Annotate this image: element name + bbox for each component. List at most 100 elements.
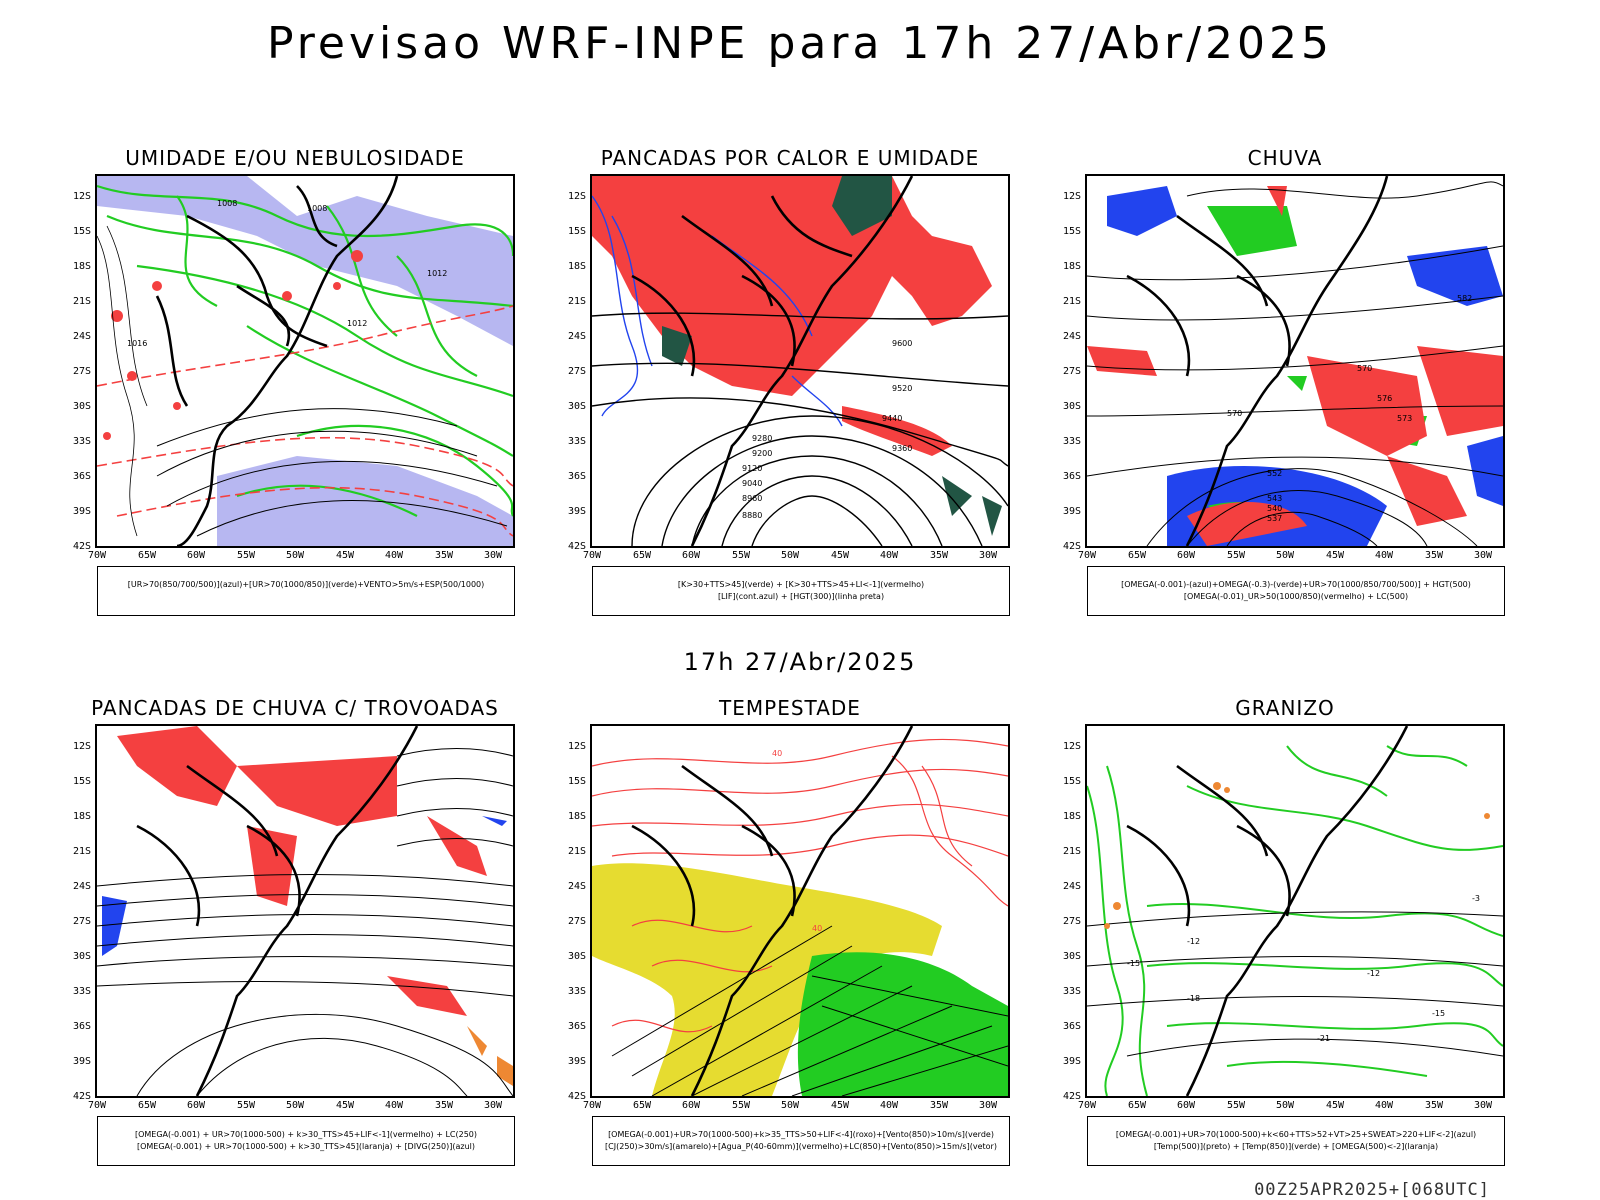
svg-text:9120: 9120 <box>742 464 762 473</box>
svg-text:576: 576 <box>1377 394 1392 403</box>
green-wind-area <box>797 952 1008 1096</box>
svg-text:9280: 9280 <box>752 434 772 443</box>
continent-outline <box>136 726 419 1096</box>
legend-line: [OMEGA(-0.001)+UR>70(1000-500)+k<60+TTS>… <box>1115 1130 1477 1139</box>
legend-box: [UR>70(850/700/500)](azul)+[UR>70(1000/8… <box>97 566 515 616</box>
water-labels: 40 40 <box>772 749 822 933</box>
panel-title: PANCADAS POR CALOR E UMIDADE <box>600 146 980 170</box>
legend-line: [OMEGA(-0.001)-(azul)+OMEGA(-0.3)-(verde… <box>1121 580 1471 589</box>
svg-text:1008: 1008 <box>217 199 237 208</box>
map-canvas: 40 40 <box>592 726 1008 1096</box>
panel-umidade: UMIDADE E/OU NEBULOSIDADE <box>55 146 535 616</box>
svg-text:-15: -15 <box>1432 1009 1445 1018</box>
panel-pancadas-calor: PANCADAS POR CALOR E UMIDADE <box>550 146 1030 616</box>
legend-line: [UR>70(850/700/500)](azul)+[UR>70(1000/8… <box>127 580 485 589</box>
legend-line: [OMEGA(-0.001) + UR>70(1000-500) + k>30_… <box>134 1130 478 1139</box>
temp-labels: -12 -15 -18 -21 -15 -12 -3 <box>1127 894 1480 1043</box>
panel-granizo: GRANIZO <box>1045 696 1525 1166</box>
panel-tempestade: TEMPESTADE <box>550 696 1030 1166</box>
orange-area <box>467 1026 513 1086</box>
legend-line: [Temp(500)](preto) + [Temp(850)](verde) … <box>1153 1142 1439 1151</box>
svg-text:1012: 1012 <box>347 319 367 328</box>
map-granizo: -12 -15 -18 -21 -15 -12 -3 <box>1085 724 1505 1098</box>
svg-text:-21: -21 <box>1317 1034 1330 1043</box>
map-canvas: -12 -15 -18 -21 -15 -12 -3 <box>1087 726 1503 1096</box>
legend-line: [OMEGA(-0.01)_UR>50(1000/850)(vermelho) … <box>1183 592 1409 601</box>
svg-text:573: 573 <box>1397 414 1412 423</box>
map-canvas: 1008 1008 1012 1012 1016 <box>97 176 513 546</box>
svg-text:40: 40 <box>772 749 782 758</box>
orange-omega <box>1104 782 1490 929</box>
legend-box: [OMEGA(-0.001) + UR>70(1000-500) + k>30_… <box>97 1116 515 1166</box>
map-umidade: 1008 1008 1012 1012 1016 <box>95 174 515 548</box>
svg-text:-3: -3 <box>1472 894 1480 903</box>
temp500-contours <box>1087 911 1503 1057</box>
svg-text:9360: 9360 <box>892 444 912 453</box>
legend-box: [OMEGA(-0.001)+UR>70(1000-500)+k>35_TTS>… <box>592 1116 1010 1166</box>
svg-text:1012: 1012 <box>427 269 447 278</box>
red-contours <box>97 305 513 537</box>
svg-text:570: 570 <box>1227 409 1242 418</box>
svg-text:9040: 9040 <box>742 479 762 488</box>
continent-outline <box>1126 726 1409 1096</box>
continent-outline <box>1126 176 1389 546</box>
svg-text:9520: 9520 <box>892 384 912 393</box>
continent-outline <box>631 726 914 1096</box>
svg-text:-18: -18 <box>1187 994 1200 1003</box>
svg-text:537: 537 <box>1267 514 1282 523</box>
svg-text:-15: -15 <box>1127 959 1140 968</box>
map-pancadas-calor: 9600 9520 9440 9360 9280 9200 9120 9040 8960… <box>590 174 1010 548</box>
wind-streamlines <box>156 408 508 537</box>
red-speckles <box>103 250 363 440</box>
map-chuva: 582 570 576 573 570 552 543 540 537 <box>1085 174 1505 548</box>
svg-text:40: 40 <box>812 924 822 933</box>
valid-time-title: 17h 27/Abr/2025 <box>683 648 917 676</box>
legend-line: [LIF](cont.azul) + [HGT(300)](linha pret… <box>717 592 885 601</box>
blue-divergence <box>102 816 507 956</box>
panel-trovoadas: PANCADAS DE CHUVA C/ TROVOADAS <box>55 696 535 1166</box>
svg-text:570: 570 <box>1357 364 1372 373</box>
legend-box: [OMEGA(-0.001)+UR>70(1000-500)+k<60+TTS>… <box>1087 1116 1505 1166</box>
legend-box: [OMEGA(-0.001)-(azul)+OMEGA(-0.3)-(verde… <box>1087 566 1505 616</box>
svg-text:582: 582 <box>1457 294 1472 303</box>
wind-vectors <box>611 925 1008 1096</box>
legend-line: [OMEGA(-0.001) + UR>70(1000-500) + k>30_… <box>136 1142 476 1151</box>
temp850-contours <box>1087 745 1503 1096</box>
svg-text:8960: 8960 <box>742 494 762 503</box>
map-canvas: 9600 9520 9440 9360 9280 9200 9120 9040 8960… <box>592 176 1008 546</box>
panel-title: UMIDADE E/OU NEBULOSIDADE <box>125 146 465 170</box>
svg-text:-12: -12 <box>1187 937 1200 946</box>
map-tempestade: 40 40 <box>590 724 1010 1098</box>
dark-green-area <box>662 176 1002 536</box>
svg-text:540: 540 <box>1267 504 1282 513</box>
legend-line: [CJ(250)>30m/s](amarelo)+[Agua_P(40-60mm… <box>605 1142 997 1151</box>
svg-text:552: 552 <box>1267 469 1282 478</box>
svg-text:-12: -12 <box>1367 969 1380 978</box>
legend-box: [K>30+TTS>45](verde) + [K>30+TTS>45+LI<-… <box>592 566 1010 616</box>
svg-text:9600: 9600 <box>892 339 912 348</box>
panel-title: TEMPESTADE <box>719 696 861 720</box>
continent-outline <box>631 176 914 546</box>
page-title: Previsao WRF-INPE para 17h 27/Abr/2025 <box>266 18 1333 69</box>
yellow-jet-area <box>592 863 942 1096</box>
terrain-contours <box>97 225 148 537</box>
svg-text:9200: 9200 <box>752 449 772 458</box>
red-omega-speckles <box>1087 186 1503 546</box>
svg-text:1008: 1008 <box>307 204 327 213</box>
svg-text:8880: 8880 <box>742 511 762 520</box>
hgt-labels: 9600 9520 9440 9360 9280 9200 9120 9040 8960… <box>742 339 912 520</box>
legend-line: [OMEGA(-0.001)+UR>70(1000-500)+k>35_TTS>… <box>608 1130 994 1139</box>
panel-chuva: CHUVA <box>1045 146 1525 616</box>
map-trovoadas <box>95 724 515 1098</box>
red-water-contours <box>592 738 1008 1033</box>
run-code: 00Z25APR2025+[068UTC] <box>1254 1180 1490 1200</box>
panel-title: PANCADAS DE CHUVA C/ TROVOADAS <box>91 696 499 720</box>
svg-text:1016: 1016 <box>127 339 147 348</box>
streamlines-250 <box>97 748 513 1096</box>
svg-text:543: 543 <box>1267 494 1282 503</box>
map-canvas <box>97 726 513 1096</box>
panel-title: GRANIZO <box>1235 696 1335 720</box>
red-thunder-area <box>117 726 487 1016</box>
